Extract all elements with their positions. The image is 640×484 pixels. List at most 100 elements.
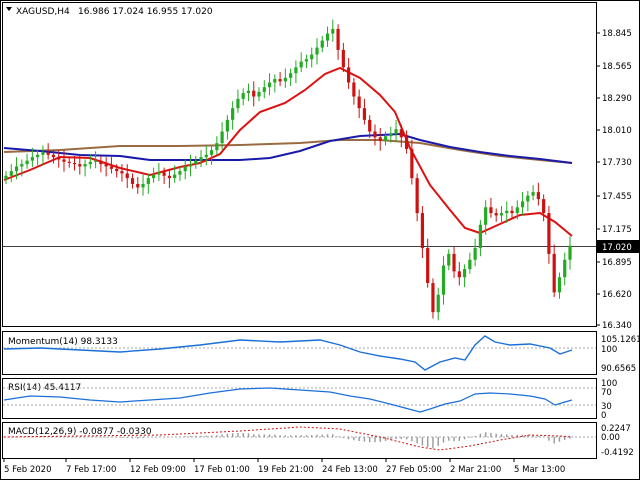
candle-body xyxy=(447,253,451,266)
candle-body xyxy=(426,248,430,284)
candle-body xyxy=(262,87,266,92)
symbol-timeframe: XAGUSD,H4 xyxy=(16,7,70,17)
candle-body xyxy=(552,253,556,293)
candle-body xyxy=(215,143,219,151)
dropdown-triangle-icon xyxy=(6,7,12,11)
candle-body xyxy=(146,178,150,184)
time-tick: 2 Mar 21:00 xyxy=(450,465,501,475)
ohlc-readout: 16.986 17.024 16.955 17.020 xyxy=(78,7,213,17)
candle-body xyxy=(67,161,71,163)
candle-body xyxy=(4,175,8,180)
macd-histogram xyxy=(10,432,571,449)
candle-body xyxy=(362,108,367,120)
momentum-tick: 105.1261 xyxy=(601,335,640,345)
time-tick: 27 Feb 05:00 xyxy=(386,465,442,475)
candle-body xyxy=(289,73,293,78)
rsi-line xyxy=(3,387,573,413)
candle-body xyxy=(389,133,393,137)
candle-body xyxy=(373,131,377,138)
momentum-line xyxy=(3,335,573,371)
macd-tick: 0.2247 xyxy=(601,424,631,434)
current-price-label: 17.020 xyxy=(602,243,632,253)
candle-body xyxy=(436,294,440,313)
candle-body xyxy=(51,154,56,158)
chart-header: XAGUSD,H4 16.986 17.024 16.955 17.020 xyxy=(6,7,213,17)
candle-body xyxy=(320,40,324,48)
rsi-axis: 100 70 30 0 xyxy=(601,379,617,421)
price-tick: 16.895 xyxy=(602,258,632,268)
candle-body xyxy=(510,210,514,214)
candle-body xyxy=(25,160,29,165)
price-tick: 18.845 xyxy=(602,29,632,39)
candle-body xyxy=(489,207,493,214)
price-tick: 16.340 xyxy=(602,321,632,331)
candle-body xyxy=(383,136,388,141)
momentum-pane[interactable] xyxy=(2,331,597,375)
price-tick: 18.565 xyxy=(602,62,632,72)
candle-body xyxy=(178,171,182,175)
candle-body xyxy=(41,152,45,155)
price-tick: 18.290 xyxy=(602,94,632,104)
mid-moving-average-line xyxy=(3,132,573,164)
candle-body xyxy=(220,131,224,144)
candle-body xyxy=(30,157,34,161)
rsi-pane[interactable] xyxy=(2,378,597,419)
candle-body xyxy=(194,160,198,165)
candle-body xyxy=(452,253,456,272)
candle-body xyxy=(568,245,572,260)
main-price-pane[interactable] xyxy=(2,2,597,327)
candle-body xyxy=(9,171,13,176)
candle-body xyxy=(83,164,87,167)
candle-body xyxy=(36,154,40,158)
candle-body xyxy=(162,172,166,176)
candle-body xyxy=(57,157,61,160)
rsi-tick: 70 xyxy=(601,388,612,398)
candle-body xyxy=(104,164,108,167)
momentum-label: Momentum(14) 98.3133 xyxy=(8,337,118,347)
candle-body xyxy=(347,67,351,83)
current-price-tag xyxy=(597,240,639,253)
momentum-tick: 100 xyxy=(601,345,617,355)
time-tick: 17 Feb 01:00 xyxy=(194,465,250,475)
candle-body xyxy=(94,160,98,162)
price-axis: 18.845 18.565 18.290 18.010 17.730 17.45… xyxy=(596,29,632,331)
candle-body xyxy=(499,213,504,216)
candle-body xyxy=(236,98,240,109)
candle-body xyxy=(505,210,509,214)
candle-body xyxy=(304,59,309,62)
candle-body xyxy=(441,265,446,295)
candle-body xyxy=(199,157,203,161)
candle-body xyxy=(336,28,340,50)
time-tick: 7 Feb 17:00 xyxy=(66,465,116,475)
candle-body xyxy=(130,178,135,184)
candle-body xyxy=(273,79,277,83)
macd-signal-line xyxy=(3,426,573,451)
candle-body xyxy=(204,154,208,158)
candle-body xyxy=(157,172,161,175)
candle-body xyxy=(88,161,92,165)
candle-body xyxy=(62,159,66,162)
candle-body xyxy=(72,162,77,165)
candle-body xyxy=(115,168,119,172)
candle-body xyxy=(252,90,256,97)
candle-body xyxy=(299,61,303,68)
candle-body xyxy=(420,213,425,249)
candle-body xyxy=(231,108,235,120)
fast-moving-average-line xyxy=(3,66,573,237)
candle-body xyxy=(125,173,129,179)
macd-axis: 0.2247 0.00 -0.4192 xyxy=(601,424,634,458)
candle-body xyxy=(494,213,498,216)
candle-body xyxy=(151,174,156,179)
candle-body xyxy=(563,259,567,278)
time-tick: 24 Feb 13:00 xyxy=(322,465,378,475)
candle-body xyxy=(173,174,177,179)
candle-body xyxy=(46,152,50,155)
candle-body xyxy=(352,82,356,97)
candle-body xyxy=(526,195,530,202)
time-axis: 5 Feb 2020 7 Feb 17:00 12 Feb 09:00 17 F… xyxy=(3,458,565,475)
macd-label: MACD(12,26,9) -0.0877 -0.0330 xyxy=(8,427,152,437)
candle-body xyxy=(183,166,187,172)
candle-body xyxy=(484,207,488,225)
candle-body xyxy=(473,248,477,260)
